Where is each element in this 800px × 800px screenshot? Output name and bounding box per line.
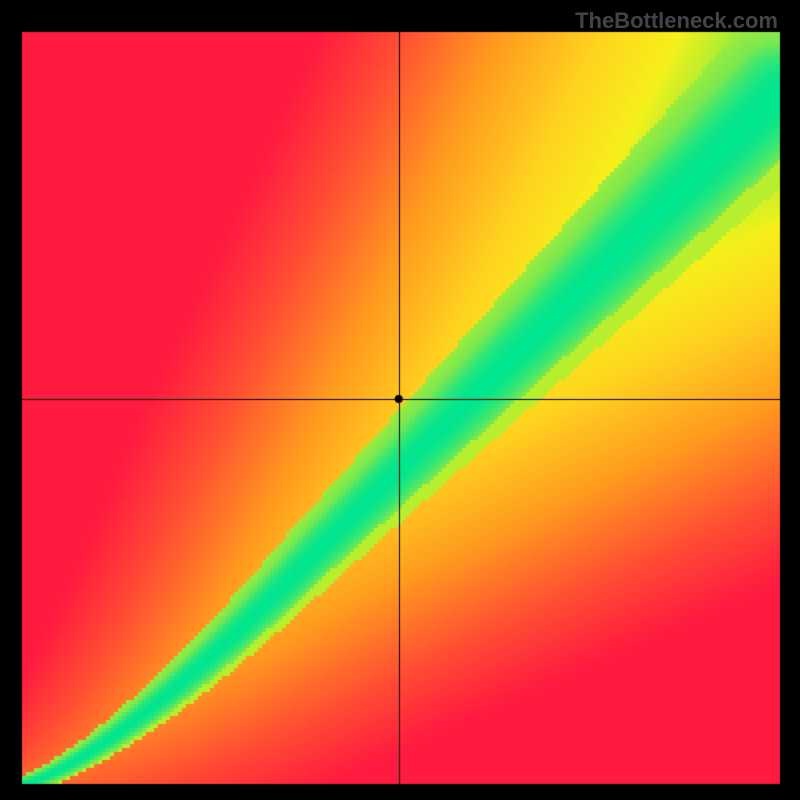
watermark-text: TheBottleneck.com — [575, 8, 778, 34]
bottleneck-heatmap — [0, 0, 800, 800]
